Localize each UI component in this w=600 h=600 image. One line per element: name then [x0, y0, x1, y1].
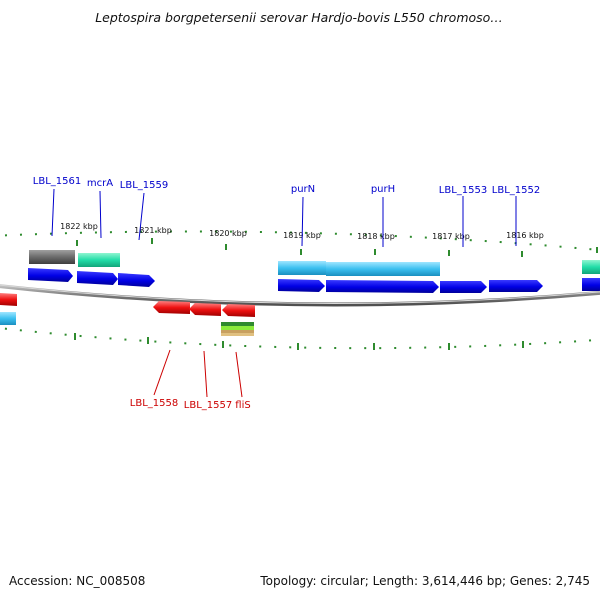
genome-backbone-highlight — [0, 284, 600, 304]
label-lbl-1552: LBL_1552 — [492, 185, 540, 246]
scale-label: 1818 kbp — [357, 232, 395, 241]
topology-summary: Topology: circular; Length: 3,614,446 bp… — [259, 574, 590, 588]
gene-label[interactable]: LBL_1552 — [492, 185, 540, 196]
gene-label[interactable]: LBL_1553 — [439, 185, 487, 196]
label-lbl-1558: LBL_1558 — [130, 349, 178, 409]
forward-features-outer — [29, 250, 600, 276]
label-lbl-1557: LBL_1557 — [184, 350, 232, 411]
cds-purn — [278, 279, 325, 292]
gene-edge-left-reverse — [0, 312, 16, 325]
forward-labels: LBL_1561 mcrA LBL_1559 purN purH LBL_155… — [33, 176, 540, 247]
inner-major-ticks — [74, 333, 524, 350]
gene-label[interactable]: purH — [371, 184, 395, 195]
cds-mcra — [77, 271, 118, 285]
feature-edge-right — [582, 260, 600, 274]
outer-major-ticks — [76, 238, 598, 257]
forward-features-inner — [28, 268, 600, 293]
misc-feature-flis — [221, 322, 254, 336]
gene-label[interactable]: fliS — [235, 400, 250, 411]
reverse-features — [0, 293, 255, 336]
gene-label[interactable]: LBL_1559 — [120, 180, 168, 191]
feature-purn-gene — [278, 261, 326, 275]
label-purn: purN — [291, 184, 315, 247]
cds-edge-right — [582, 278, 600, 291]
gene-label[interactable]: mcrA — [87, 178, 113, 189]
label-lbl-1561: LBL_1561 — [33, 176, 81, 237]
label-mcra: mcrA — [87, 178, 113, 239]
scale-label: 1820 kbp — [209, 229, 247, 238]
reverse-labels: LBL_1558 LBL_1557 fliS — [130, 349, 251, 411]
cds-edge-left-reverse — [0, 293, 17, 306]
gene-label[interactable]: LBL_1561 — [33, 176, 81, 187]
feature-lbl-1561 — [29, 250, 75, 264]
cds-lbl-1557 — [189, 303, 221, 316]
cds-flis — [222, 304, 255, 317]
genome-backbone — [0, 284, 600, 307]
scale-label: 1817 kbp — [432, 232, 470, 241]
scale-label: 1821 kbp — [134, 226, 172, 235]
cds-purh — [326, 280, 439, 293]
cds-lbl-1553 — [440, 281, 487, 293]
feature-purh-gene — [326, 262, 440, 276]
feature-mcra — [78, 253, 120, 267]
inner-tick-ring — [0, 327, 600, 350]
cds-lbl-1559 — [118, 273, 155, 287]
label-purh: purH — [371, 184, 395, 247]
accession-text: Accession: NC_008508 — [9, 574, 145, 588]
label-flis: fliS — [235, 351, 251, 411]
label-lbl-1559: LBL_1559 — [120, 180, 168, 241]
map-title: Leptospira borgpetersenii serovar Hardjo… — [95, 10, 503, 25]
scale-label: 1816 kbp — [506, 231, 544, 240]
cds-lbl-1561 — [28, 268, 73, 282]
cds-lbl-1558 — [153, 301, 190, 314]
cds-lbl-1552 — [489, 280, 543, 292]
gene-label[interactable]: LBL_1557 — [184, 400, 232, 411]
scale-label: 1822 kbp — [60, 222, 98, 231]
label-lbl-1553: LBL_1553 — [439, 185, 487, 247]
gene-label[interactable]: LBL_1558 — [130, 398, 178, 409]
gene-label[interactable]: purN — [291, 184, 315, 195]
